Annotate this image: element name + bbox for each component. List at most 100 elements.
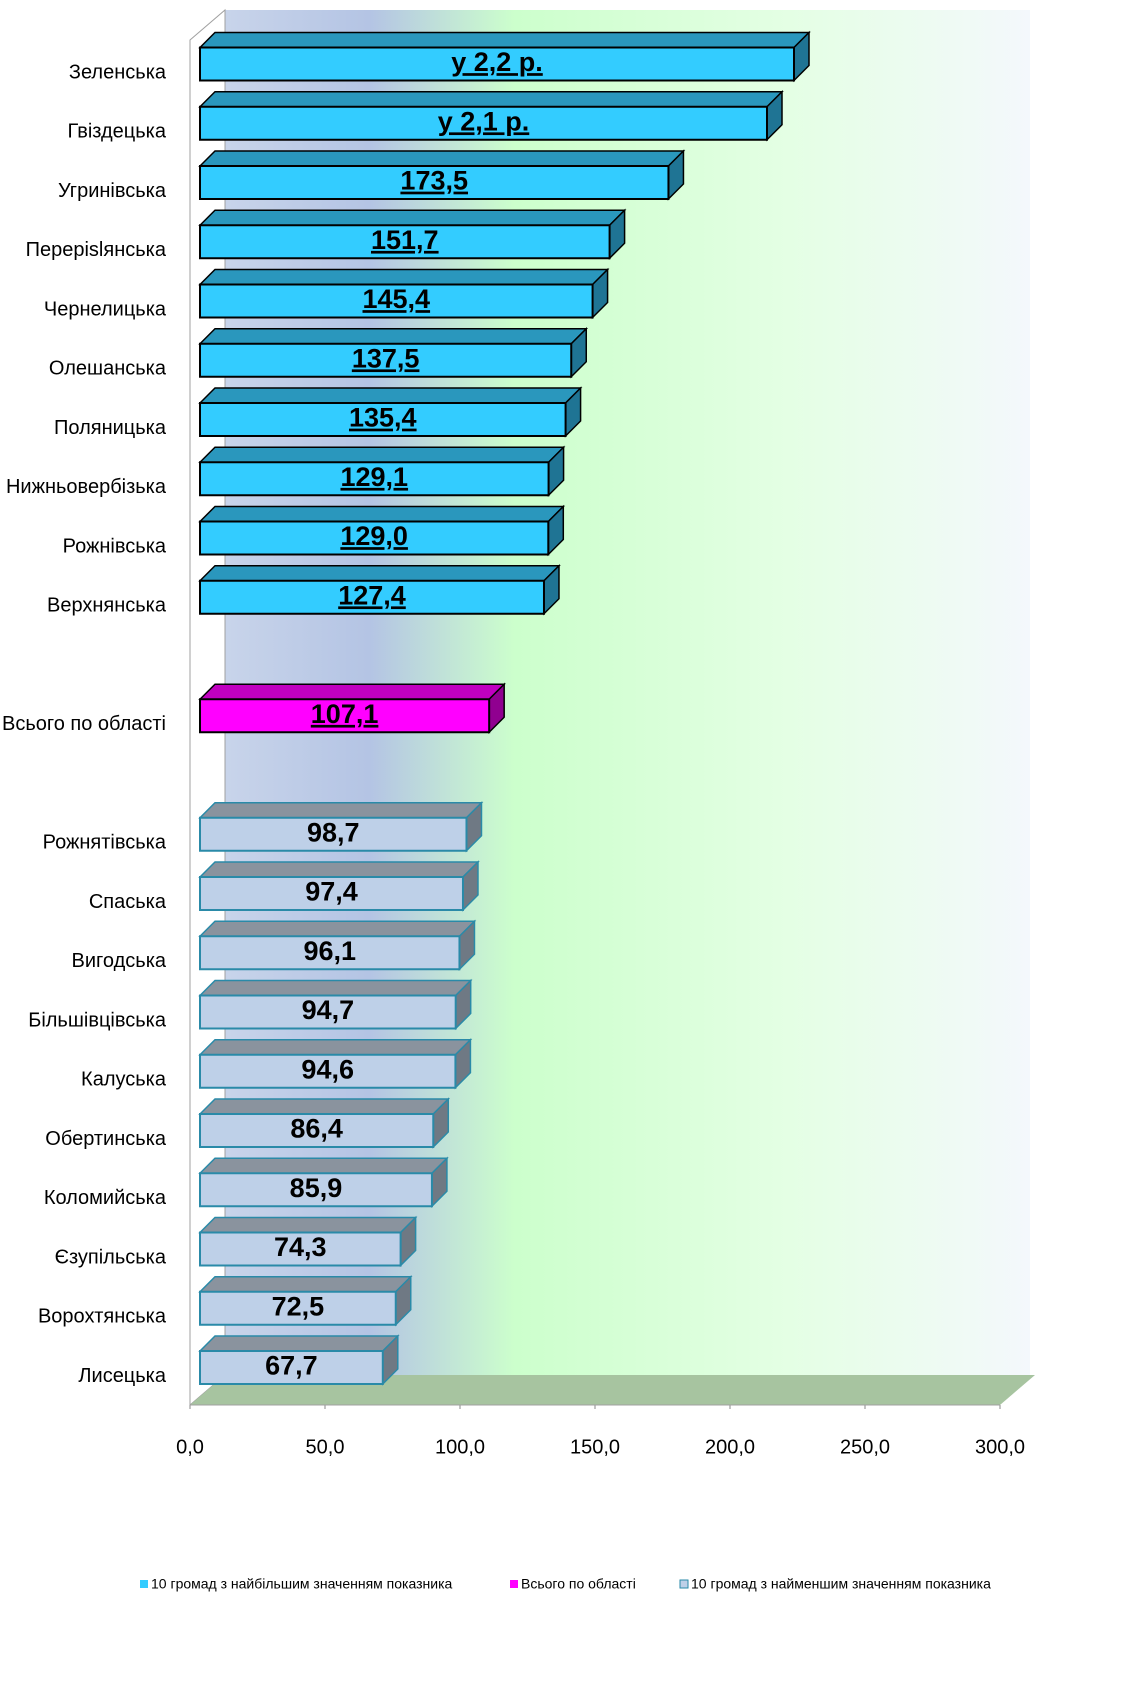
value-label: 96,1 xyxy=(303,936,356,966)
value-label: у 2,2 р. xyxy=(451,47,543,77)
bar xyxy=(199,935,461,971)
category-label: Олешанська xyxy=(49,358,167,380)
category-label: Рожнівська xyxy=(63,535,167,557)
legend-label: Всього по області xyxy=(521,1576,636,1592)
value-label: 97,4 xyxy=(305,877,358,907)
category-label: Перерislянська xyxy=(26,239,167,261)
legend-label: 10 громад з найбільшим значенням показни… xyxy=(151,1576,453,1592)
legend-marker xyxy=(510,1580,518,1588)
bar-top xyxy=(198,920,477,937)
x-tick-label: 250,0 xyxy=(840,1436,890,1458)
value-label: 129,1 xyxy=(340,462,408,492)
floor xyxy=(190,1375,1035,1405)
value-label: 98,7 xyxy=(307,817,360,847)
category-label: Вигодська xyxy=(72,950,167,972)
x-tick-label: 50,0 xyxy=(306,1436,345,1458)
bar-top xyxy=(198,565,561,582)
value-label: 107,1 xyxy=(311,699,379,729)
category-label: Спаська xyxy=(89,891,167,913)
bar xyxy=(199,461,550,497)
category-label: Рожнятівська xyxy=(43,832,167,854)
bar-top xyxy=(198,802,484,819)
bar-top xyxy=(198,150,686,167)
bar-top xyxy=(198,1216,418,1234)
value-label: 127,4 xyxy=(338,580,406,610)
bar-top xyxy=(198,31,811,49)
bar-top xyxy=(198,387,583,404)
bar-top xyxy=(198,91,784,108)
bar xyxy=(199,1172,433,1208)
value-label: 129,0 xyxy=(340,521,408,551)
legend-marker xyxy=(679,1579,689,1589)
category-label: Гвіздецька xyxy=(68,121,167,143)
bar-top xyxy=(198,209,627,226)
bar xyxy=(199,224,611,260)
x-tick-label: 300,0 xyxy=(975,1436,1025,1458)
category-label: Зеленська xyxy=(69,61,167,83)
bar xyxy=(199,342,573,378)
category-label: Єзупільська xyxy=(55,1246,167,1268)
value-label: 173,5 xyxy=(400,166,468,196)
category-label: Обертинська xyxy=(45,1128,167,1150)
category-label: Більшівцівська xyxy=(28,1009,167,1031)
bar xyxy=(199,1053,457,1089)
value-label: 85,9 xyxy=(290,1173,343,1203)
bar xyxy=(199,520,550,556)
bar xyxy=(199,876,464,911)
bar-top xyxy=(198,1335,400,1352)
category-label: Всього по області xyxy=(2,713,166,735)
bar-top xyxy=(198,683,506,700)
bar xyxy=(199,994,457,1030)
bar xyxy=(199,402,567,437)
value-label: 72,5 xyxy=(272,1291,325,1321)
bar xyxy=(199,105,768,141)
bar-top xyxy=(198,979,473,997)
value-label: 86,4 xyxy=(290,1114,343,1144)
category-label: Калуська xyxy=(81,1069,167,1091)
category-label: Чернелицька xyxy=(44,298,167,320)
bar xyxy=(199,1350,384,1385)
value-label: 135,4 xyxy=(349,403,417,433)
value-label: 151,7 xyxy=(371,225,439,255)
category-label: Верхнянська xyxy=(47,595,167,617)
bar-top xyxy=(198,446,566,463)
value-label: 74,3 xyxy=(274,1232,327,1262)
bar-top xyxy=(198,861,480,878)
bar-top xyxy=(198,268,610,286)
value-label: 145,4 xyxy=(363,284,431,314)
bar xyxy=(199,46,795,82)
bar-top xyxy=(198,1098,451,1115)
x-tick-label: 0,0 xyxy=(176,1436,204,1458)
category-label: Угринівська xyxy=(58,180,167,202)
legend-label: 10 громад з найменшим значенням показник… xyxy=(691,1576,991,1592)
category-label: Коломийська xyxy=(44,1187,167,1209)
bar-top xyxy=(198,328,589,345)
bar-top xyxy=(198,1157,449,1174)
x-tick-label: 200,0 xyxy=(705,1436,755,1458)
value-label: 94,7 xyxy=(302,995,355,1025)
value-label: у 2,1 р. xyxy=(438,106,530,136)
value-label: 67,7 xyxy=(265,1351,318,1381)
x-tick-label: 100,0 xyxy=(435,1436,485,1458)
legend-marker xyxy=(140,1580,148,1588)
bar-top xyxy=(198,1039,473,1056)
bar-top xyxy=(198,1276,413,1293)
value-label: 94,6 xyxy=(301,1054,354,1084)
bar xyxy=(199,698,491,734)
category-label: Лисецька xyxy=(78,1365,166,1387)
category-label: Ворохтянська xyxy=(38,1306,167,1328)
bar xyxy=(199,579,545,615)
x-tick-label: 150,0 xyxy=(570,1436,620,1458)
bar xyxy=(199,1290,397,1326)
bar xyxy=(199,816,468,852)
bar xyxy=(199,1231,402,1267)
value-label: 137,5 xyxy=(352,343,420,373)
bar xyxy=(199,1113,435,1148)
bar-top xyxy=(198,505,566,523)
category-label: Поляницька xyxy=(54,417,167,439)
bar xyxy=(199,283,594,319)
bar xyxy=(199,165,670,200)
category-label: Нижньовербізька xyxy=(6,476,167,498)
